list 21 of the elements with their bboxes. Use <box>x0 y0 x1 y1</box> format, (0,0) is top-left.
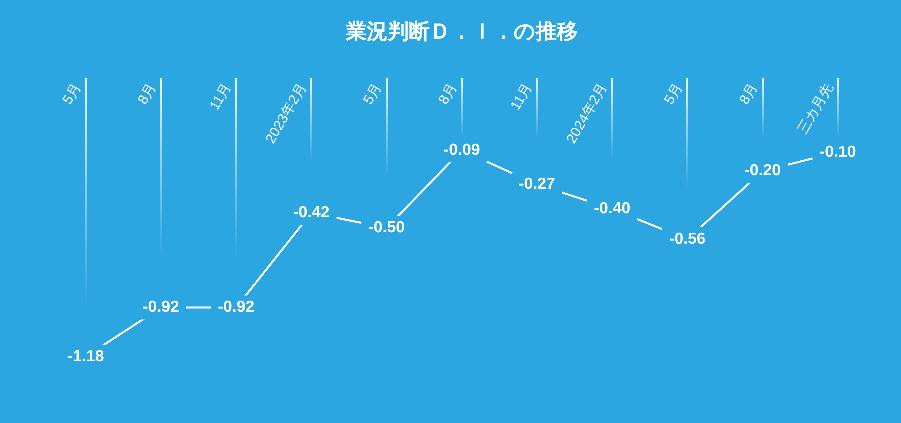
x-tick-label: 11月 <box>206 80 234 113</box>
x-tick-label: 三カ月先 <box>794 80 836 137</box>
x-tick-label: 8月 <box>435 80 460 108</box>
data-label: -0.27 <box>518 176 556 193</box>
data-label: -0.50 <box>368 220 406 237</box>
data-label: -0.92 <box>142 299 180 316</box>
x-tick-label: 5月 <box>360 80 385 108</box>
data-label: -0.20 <box>744 162 782 180</box>
x-tick-label: 8月 <box>736 80 761 108</box>
x-tick-label: 8月 <box>134 80 160 108</box>
data-label: -1.18 <box>68 348 104 366</box>
data-label: -0.09 <box>444 142 480 159</box>
x-tick-label: 5月 <box>59 80 84 108</box>
data-label: -0.42 <box>293 204 330 222</box>
x-tick-label: 5月 <box>660 80 686 108</box>
data-label: -0.92 <box>218 299 255 316</box>
data-label: -0.56 <box>669 230 706 248</box>
data-label: -0.10 <box>820 144 856 161</box>
x-tick-label: 11月 <box>506 80 536 113</box>
data-label: -0.40 <box>594 200 631 218</box>
chart-title: 業況判断Ｄ．Ｉ．の推移 <box>345 20 578 44</box>
